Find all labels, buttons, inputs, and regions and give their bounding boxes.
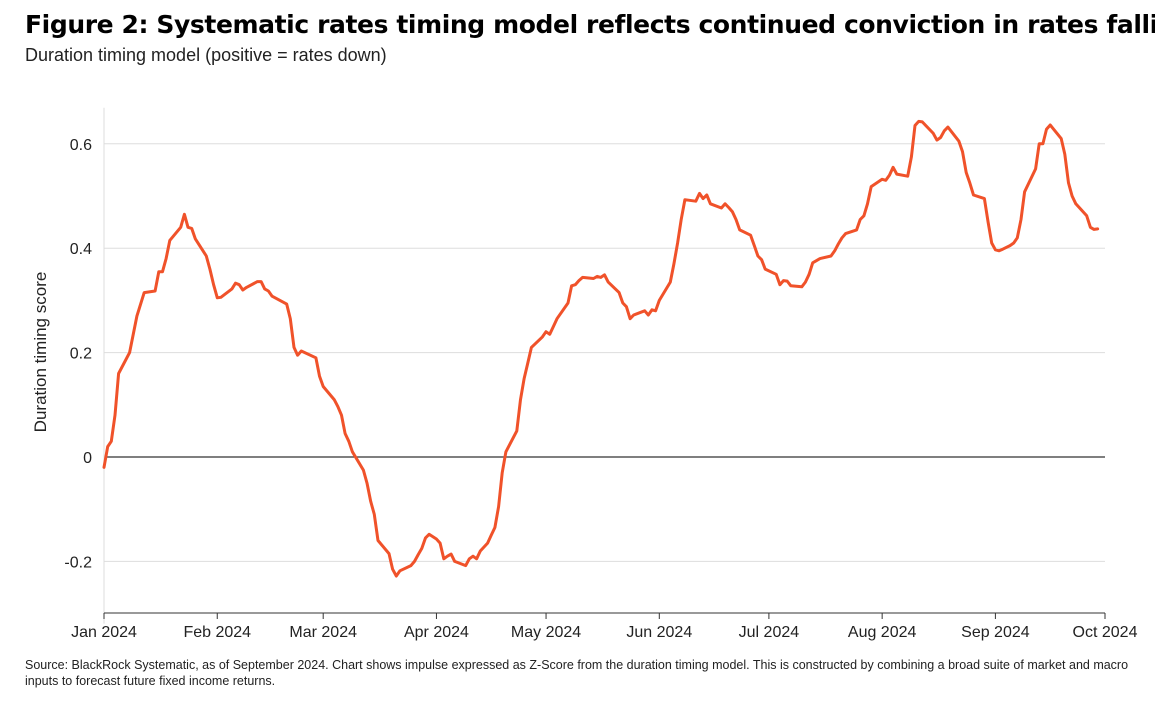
- x-tick-label: Feb 2024: [183, 624, 251, 641]
- y-tick-label: 0: [83, 450, 92, 467]
- x-tick-label: Apr 2024: [404, 624, 469, 641]
- gridlines: [104, 143, 1105, 562]
- series-line: [102, 119, 1100, 578]
- y-tick-label: -0.2: [64, 554, 92, 571]
- chart-subtitle: Duration timing model (positive = rates …: [25, 45, 387, 65]
- x-tick-label: Aug 2024: [848, 624, 917, 641]
- y-tick-label: 0.6: [70, 137, 92, 154]
- x-tick-label: Sep 2024: [961, 624, 1030, 641]
- series-group: [102, 119, 1100, 578]
- x-tick-label: Jun 2024: [626, 624, 692, 641]
- y-axis-ticks: 0.6 0.4 0.2 0 -0.2: [64, 137, 92, 572]
- x-tick-label: Jan 2024: [71, 624, 137, 641]
- source-note: Source: BlackRock Systematic, as of Sept…: [25, 658, 1129, 688]
- x-tick-label: Mar 2024: [289, 624, 357, 641]
- x-tick-label: May 2024: [511, 624, 581, 641]
- y-tick-label: 0.2: [70, 346, 92, 363]
- x-tick-label: Jul 2024: [739, 624, 800, 641]
- y-axis-label: Duration timing score: [31, 272, 50, 433]
- x-axis: Jan 2024 Feb 2024 Mar 2024 Apr 2024 May 2024…: [71, 107, 1138, 641]
- duration-timing-chart: 0.6 0.4 0.2 0 -0.2 Jan 2024 Feb 2024 Mar 2024 A…: [31, 107, 1138, 641]
- chart-title: Figure 2: Systematic rates timing model …: [25, 10, 1155, 39]
- x-tick-label: Oct 2024: [1073, 624, 1138, 641]
- y-tick-label: 0.4: [70, 241, 92, 258]
